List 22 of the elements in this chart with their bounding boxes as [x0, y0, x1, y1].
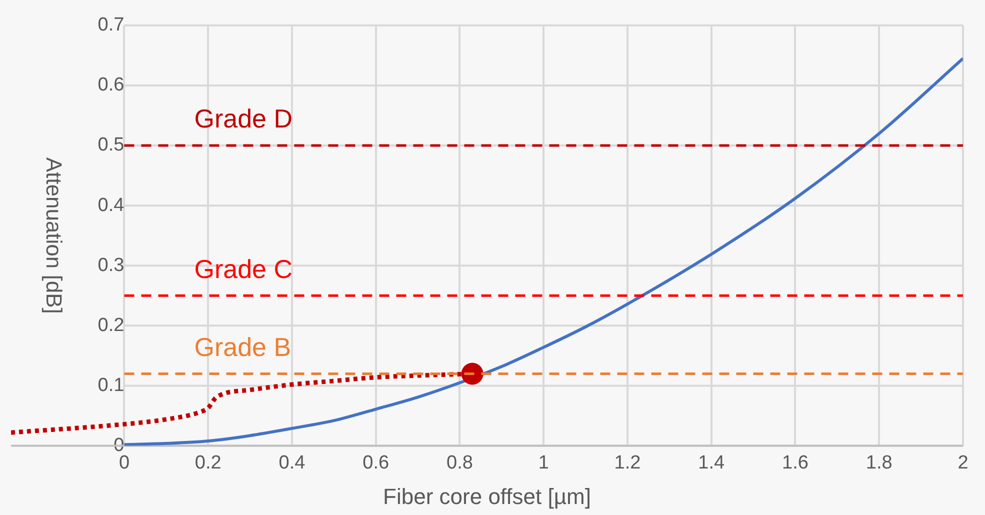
- x-tick-label: 1.8: [866, 452, 892, 474]
- x-tick-label: 1.4: [698, 452, 726, 474]
- y-tick-label: 0.4: [98, 194, 125, 216]
- y-tick-label: 0.1: [98, 374, 124, 396]
- x-tick-label: 1: [538, 452, 549, 474]
- x-tick-label: 0.8: [446, 452, 473, 474]
- ref-line-label: Grade D: [194, 104, 292, 134]
- x-tick-label: 0.2: [194, 452, 222, 474]
- ref-line-label: Grade C: [194, 254, 292, 284]
- x-tick-label: 2: [958, 452, 968, 474]
- x-tick-label: 0.6: [362, 452, 390, 474]
- y-axis-title: Attenuation [dB]: [42, 157, 67, 314]
- x-tick-label: 0.4: [278, 452, 306, 474]
- x-tick-label: 1.2: [614, 452, 641, 474]
- y-tick-label: 0.5: [98, 134, 124, 156]
- y-tick-label: 0.6: [98, 74, 124, 96]
- x-tick-label: 1.6: [782, 452, 808, 474]
- x-axis-title: Fiber core offset [µm]: [383, 484, 591, 509]
- y-tick-label: 0.3: [98, 254, 124, 276]
- y-tick-label: 0.2: [98, 314, 124, 336]
- y-tick-label: 0.7: [98, 14, 124, 36]
- ref-line-label: Grade B: [194, 332, 292, 362]
